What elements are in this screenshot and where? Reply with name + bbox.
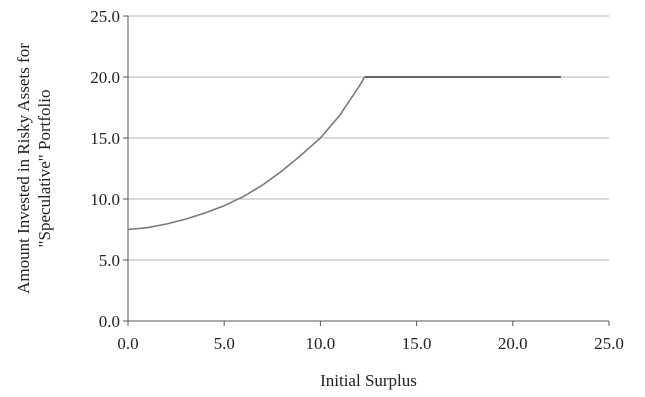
y-tick-label: 5.0 (99, 251, 120, 270)
y-axis-title: Amount Invested in Risky Assets for "Spe… (14, 43, 54, 294)
series-lines (127, 76, 561, 231)
tick-labels: 0.0 5.0 10.0 15.0 20.0 25.0 0.0 5.0 10.0 15.0 20.0… (90, 7, 624, 353)
y-tick-label: 20.0 (90, 68, 120, 87)
y-axis-title-line-1: Amount Invested in Risky Assets for (14, 43, 33, 294)
x-tick-label: 5.0 (214, 334, 235, 353)
x-tick-label: 0.0 (117, 334, 138, 353)
axes (123, 15, 610, 326)
y-axis-title-line-2: "Speculative" Portfolio (35, 90, 54, 248)
series-line-1 (127, 76, 366, 231)
y-tick-label: 25.0 (90, 7, 120, 26)
x-tick-label: 20.0 (498, 334, 528, 353)
y-tick-label: 0.0 (99, 312, 120, 331)
x-axis-title: Initial Surplus (320, 371, 417, 390)
y-tick-label: 10.0 (90, 190, 120, 209)
gridlines (128, 15, 609, 261)
x-tick-label: 25.0 (594, 334, 624, 353)
y-tick-label: 15.0 (90, 129, 120, 148)
x-tick-label: 10.0 (306, 334, 336, 353)
x-tick-label: 15.0 (402, 334, 432, 353)
